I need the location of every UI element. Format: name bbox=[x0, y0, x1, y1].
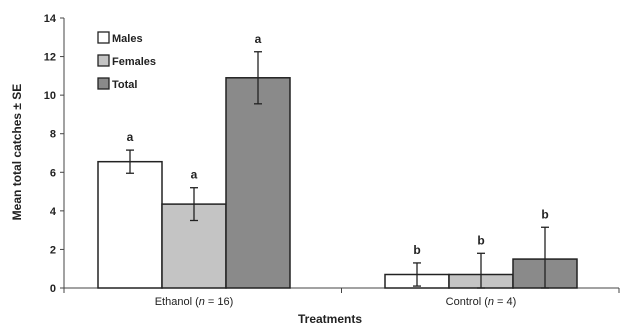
legend-label: Females bbox=[112, 56, 156, 68]
bars: a a a b b b bbox=[97, 32, 578, 289]
y-tick-label: 0 bbox=[50, 283, 56, 295]
y-tick-label: 14 bbox=[44, 13, 57, 25]
legend-label: Males bbox=[112, 33, 143, 45]
significance-letter: a bbox=[255, 32, 262, 46]
y-tick-label: 4 bbox=[50, 206, 57, 218]
significance-letter: b bbox=[413, 243, 420, 257]
significance-letter: a bbox=[127, 130, 134, 144]
y-tick-label: 10 bbox=[44, 90, 56, 102]
significance-letter: b bbox=[477, 233, 484, 247]
x-category-label: Ethanol (n = 16) bbox=[155, 296, 234, 308]
legend-label: Total bbox=[112, 79, 137, 91]
y-tick-label: 2 bbox=[50, 244, 56, 256]
bar-males bbox=[97, 160, 163, 289]
legend: Males Females Total bbox=[97, 31, 156, 91]
significance-letter: a bbox=[191, 168, 198, 182]
x-category-label: Control (n = 4) bbox=[446, 296, 517, 308]
y-tick-label: 6 bbox=[50, 167, 56, 179]
legend-swatch-total bbox=[97, 77, 110, 90]
significance-letter: b bbox=[541, 207, 548, 221]
legend-swatch-males bbox=[97, 31, 110, 44]
y-axis-title: Mean total catches ± SE bbox=[10, 84, 24, 221]
bar-total bbox=[225, 77, 291, 289]
legend-swatch-females bbox=[97, 54, 110, 67]
y-tick-label: 12 bbox=[44, 52, 56, 64]
y-tick-label: 8 bbox=[50, 129, 56, 141]
x-axis-title: Treatments bbox=[298, 312, 362, 326]
